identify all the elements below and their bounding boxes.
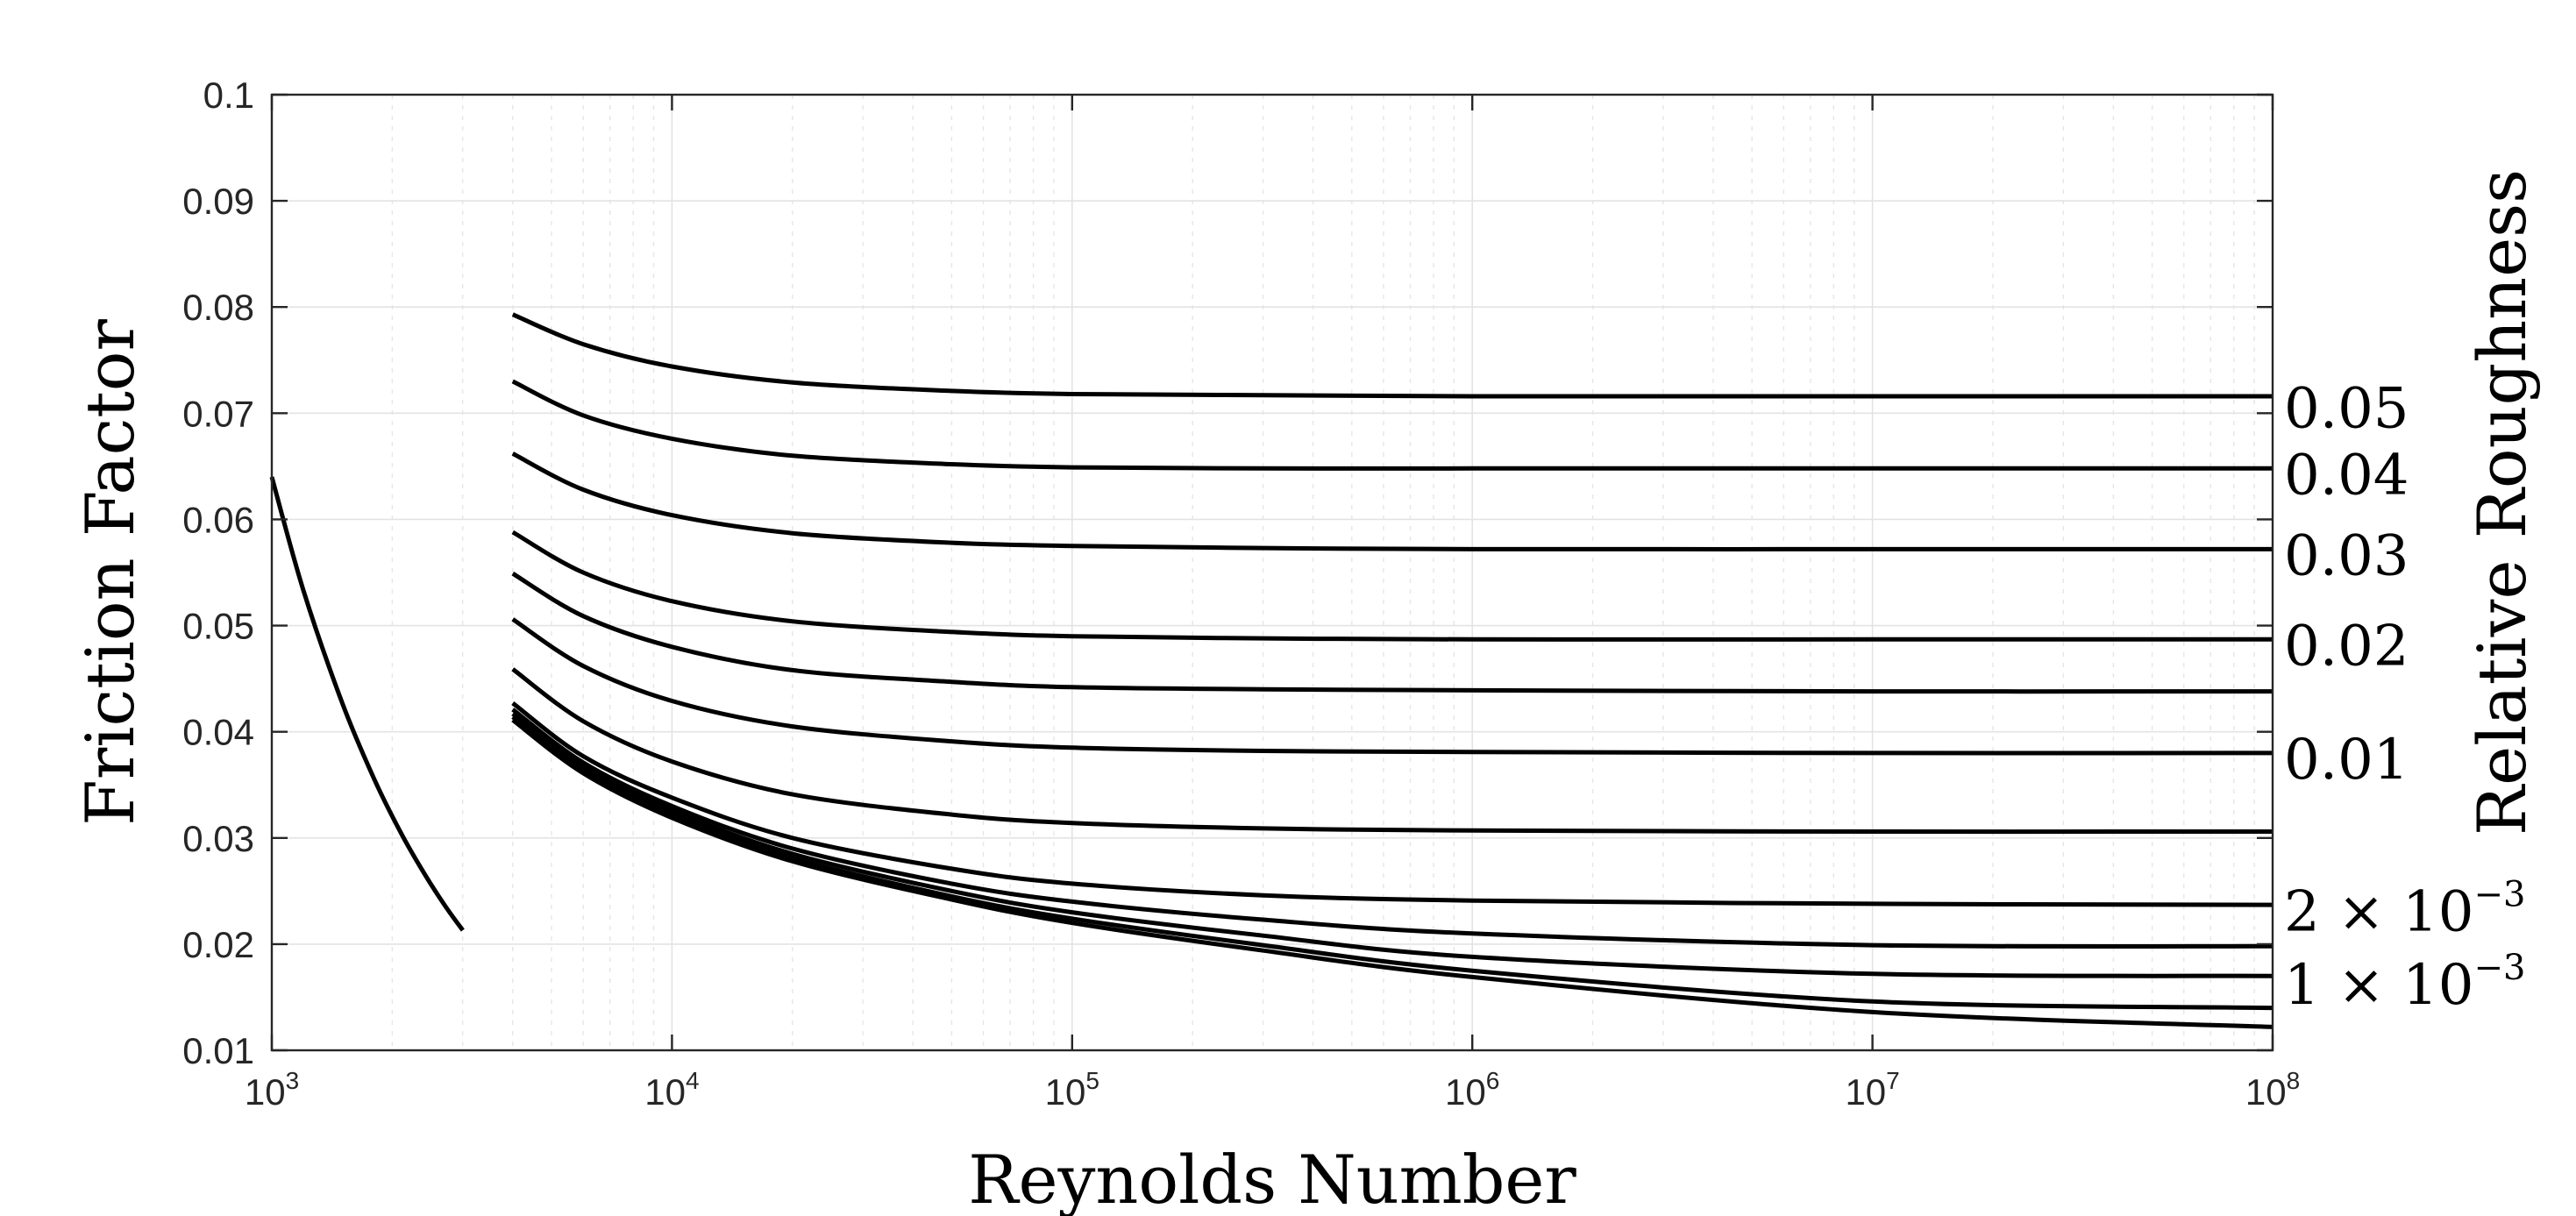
y-tick-label: 0.09 [182, 181, 254, 222]
roughness-label: 0.02 [2284, 615, 2409, 679]
y-tick-label: 0.03 [182, 818, 254, 859]
roughness-labels: 0.050.04 0.03 0.02 0.01 2 × 10−31 × 10−3 [2284, 376, 2525, 1018]
roughness-label: 0.05 [2284, 376, 2409, 441]
roughness-curve [511, 715, 2274, 1011]
curves [269, 312, 2274, 1029]
y-tick-labels: 0.01 0.02 0.03 0.04 0.05 0.06 0.07 0.08 0.09 0.1 [182, 75, 254, 1071]
roughness-curve [511, 667, 2274, 835]
minor-gridlines [391, 95, 2255, 1050]
y-tick-label: 0.07 [182, 393, 254, 434]
tick-marks [270, 93, 2274, 1052]
y-axis-title: Friction Factor [71, 318, 149, 825]
x-tick-label: 108 [2245, 1067, 2300, 1113]
y-tick-label: 0.06 [182, 499, 254, 540]
roughness-curve [511, 617, 2274, 756]
roughness-label: 0.01 [2284, 728, 2409, 793]
roughness-curve [511, 530, 2273, 642]
x-tick-label: 107 [1845, 1067, 1899, 1113]
roughness-label: 0.04 [2284, 444, 2409, 508]
roughness-curve [511, 379, 2273, 471]
roughness-curve [511, 572, 2274, 694]
roughness-curve [511, 712, 2274, 978]
plot-frame [270, 93, 2274, 1052]
roughness-curve [511, 708, 2274, 949]
x-axis-title: Reynolds Number [968, 1141, 1576, 1216]
roughness-curve [511, 701, 2274, 907]
roughness-curve [511, 718, 2274, 1029]
roughness-curve [511, 312, 2273, 399]
roughness-label: 1 × 10−3 [2284, 948, 2525, 1018]
y-tick-label: 0.05 [182, 606, 254, 647]
x-tick-label: 105 [1045, 1067, 1099, 1113]
y-tick-label: 0.02 [182, 924, 254, 965]
roughness-curve [511, 452, 2273, 551]
right-axis-title: Relative Roughness [2463, 169, 2541, 836]
x-tick-labels: 103 104 105 106 107 108 [245, 1067, 2300, 1113]
x-tick-label: 106 [1445, 1067, 1499, 1113]
y-tick-label: 0.08 [182, 287, 254, 328]
x-tick-label: 103 [245, 1067, 299, 1113]
x-tick-label: 104 [644, 1067, 699, 1113]
roughness-label: 0.03 [2284, 524, 2409, 589]
y-tick-label: 0.1 [203, 75, 254, 116]
roughness-label: 2 × 10−3 [2284, 874, 2525, 944]
laminar-curve [269, 476, 465, 932]
y-tick-label: 0.01 [182, 1030, 254, 1071]
y-tick-label: 0.04 [182, 712, 254, 753]
